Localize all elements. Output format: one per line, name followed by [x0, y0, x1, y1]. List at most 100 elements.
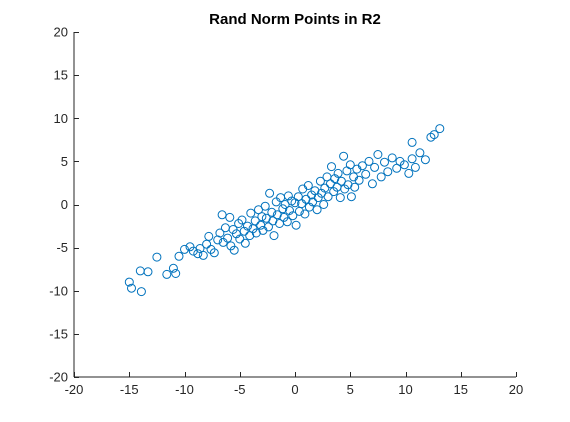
data-point — [198, 250, 208, 260]
data-point — [246, 208, 256, 218]
data-point — [339, 151, 349, 161]
x-tick-label: 15 — [454, 382, 468, 397]
data-point — [333, 168, 343, 178]
data-point — [168, 263, 178, 273]
data-point — [312, 205, 322, 215]
data-point — [291, 220, 301, 230]
data-point — [367, 179, 377, 189]
x-tick-label: -15 — [120, 382, 139, 397]
data-point — [143, 267, 153, 277]
data-point — [357, 161, 367, 171]
data-point — [343, 180, 353, 190]
data-point — [283, 191, 293, 201]
data-point — [257, 212, 267, 222]
data-points — [124, 124, 445, 297]
data-point — [260, 201, 270, 211]
data-point — [345, 160, 355, 170]
data-point — [370, 162, 380, 172]
data-point — [267, 207, 277, 217]
data-point — [193, 249, 203, 259]
y-tick-label: 10 — [54, 111, 68, 126]
data-point — [285, 206, 294, 215]
y-tick-label: -10 — [49, 283, 68, 298]
data-point — [209, 248, 219, 258]
y-tick-label: -20 — [49, 370, 68, 385]
data-point — [399, 160, 409, 170]
data-point — [237, 215, 247, 225]
data-point — [278, 204, 288, 214]
data-point — [303, 181, 313, 190]
x-tick-label: 20 — [509, 382, 523, 397]
data-point — [323, 192, 333, 202]
data-point — [354, 175, 364, 185]
x-tick-label: -5 — [234, 382, 246, 397]
data-point — [152, 252, 162, 262]
data-point — [350, 182, 360, 192]
data-point — [435, 124, 445, 134]
data-point — [240, 238, 250, 248]
data-point — [206, 244, 216, 254]
data-point — [429, 130, 439, 140]
data-point — [361, 169, 371, 179]
data-point — [204, 231, 214, 241]
data-point — [223, 233, 233, 243]
data-point — [404, 168, 414, 178]
data-point — [420, 155, 430, 165]
data-point — [250, 216, 260, 226]
y-tick-label: -15 — [49, 326, 68, 341]
axes: -20 -15 -10 -5 0 5 10 15 20 -20 -15 -10 -5 0 5 10 15 20 — [49, 25, 523, 398]
data-point — [215, 228, 225, 238]
data-point — [268, 216, 278, 226]
data-point — [213, 235, 223, 245]
data-point — [364, 156, 374, 166]
y-tick-label: 20 — [54, 25, 68, 40]
data-point — [376, 172, 386, 182]
data-point — [319, 200, 329, 209]
data-point — [383, 167, 393, 177]
data-point — [217, 210, 227, 220]
data-point — [127, 283, 136, 293]
data-point — [171, 269, 181, 278]
data-point — [320, 183, 330, 193]
data-point — [174, 251, 184, 261]
data-point — [264, 222, 273, 232]
data-point — [300, 209, 310, 219]
data-point — [265, 188, 275, 198]
data-point — [272, 210, 282, 220]
x-tick-label: 5 — [347, 382, 354, 397]
data-point — [180, 244, 189, 254]
data-point — [380, 157, 389, 167]
chart-title: Rand Norm Points in R2 — [209, 11, 381, 28]
y-tick-label: 5 — [61, 154, 68, 169]
data-point — [327, 162, 336, 172]
x-tick-label: -10 — [175, 382, 194, 397]
data-point — [308, 197, 318, 207]
data-point — [335, 193, 345, 203]
data-point — [373, 150, 383, 159]
data-point — [124, 277, 134, 287]
data-point — [410, 162, 420, 172]
x-tick-label: 0 — [291, 382, 298, 397]
data-point — [304, 202, 314, 212]
x-tick-label: -20 — [65, 382, 84, 397]
data-point — [261, 213, 271, 223]
data-point — [426, 132, 436, 142]
data-point — [243, 221, 252, 231]
data-point — [315, 176, 325, 186]
data-point — [288, 211, 298, 221]
data-point — [387, 153, 397, 163]
x-tick-label: 10 — [398, 382, 412, 397]
data-point — [162, 269, 172, 279]
y-tick-label: 15 — [54, 68, 68, 83]
data-point — [407, 137, 417, 147]
data-point — [346, 192, 356, 202]
y-tick-label: -5 — [56, 240, 68, 255]
data-point — [229, 245, 239, 255]
data-point — [407, 154, 417, 164]
y-tick-label: 0 — [61, 197, 68, 212]
data-point — [239, 226, 249, 236]
data-point — [330, 174, 340, 184]
data-point — [235, 234, 245, 244]
